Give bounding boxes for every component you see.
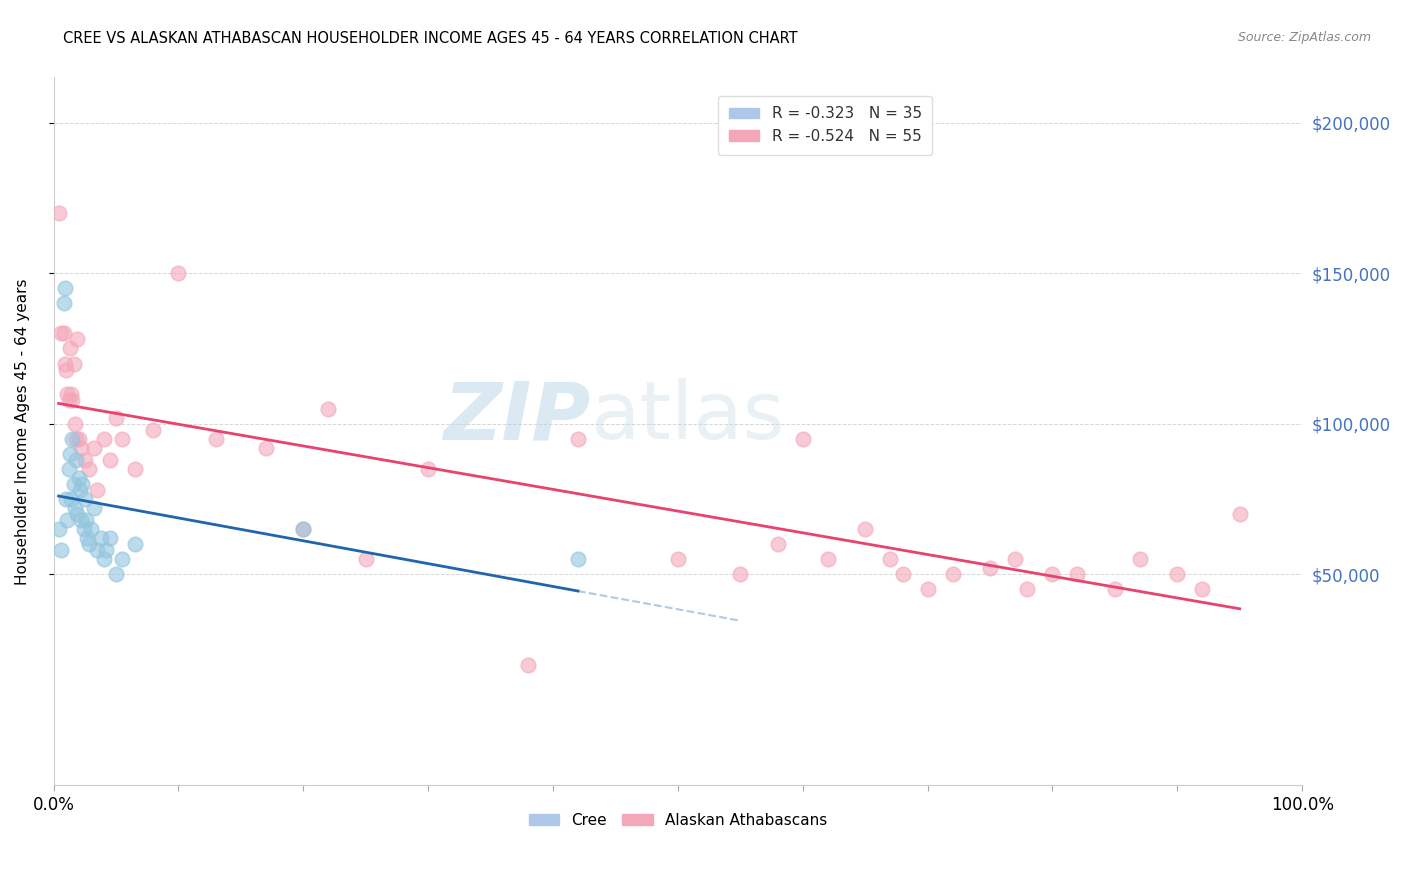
Point xyxy=(60,386,83,401)
Point xyxy=(1004,552,1026,566)
Point xyxy=(567,432,589,446)
Point xyxy=(60,392,83,407)
Point xyxy=(77,537,100,551)
Point xyxy=(63,417,86,431)
Point xyxy=(167,266,190,280)
Text: Source: ZipAtlas.com: Source: ZipAtlas.com xyxy=(1237,31,1371,45)
Point xyxy=(1229,507,1251,521)
Point xyxy=(66,507,89,521)
Point xyxy=(142,423,165,437)
Point xyxy=(56,513,79,527)
Point xyxy=(58,392,80,407)
Point xyxy=(1042,567,1064,582)
Point xyxy=(72,477,94,491)
Point xyxy=(316,401,339,416)
Point xyxy=(124,537,146,551)
Point xyxy=(76,531,98,545)
Point xyxy=(90,531,112,545)
Point xyxy=(53,281,76,295)
Point xyxy=(73,491,96,506)
Point xyxy=(59,447,82,461)
Point xyxy=(254,441,277,455)
Legend: Cree, Alaskan Athabascans: Cree, Alaskan Athabascans xyxy=(523,807,834,834)
Point xyxy=(65,432,87,446)
Point xyxy=(1066,567,1088,582)
Point xyxy=(83,441,105,455)
Text: ZIP: ZIP xyxy=(443,378,591,456)
Point xyxy=(49,543,72,558)
Point xyxy=(55,362,77,376)
Point xyxy=(52,326,75,341)
Point xyxy=(418,462,440,476)
Point xyxy=(979,561,1001,575)
Point xyxy=(124,462,146,476)
Point xyxy=(792,432,814,446)
Point xyxy=(77,462,100,476)
Point xyxy=(1166,567,1188,582)
Text: atlas: atlas xyxy=(591,378,785,456)
Point xyxy=(666,552,689,566)
Point xyxy=(98,453,121,467)
Point xyxy=(69,483,91,497)
Point xyxy=(55,491,77,506)
Point xyxy=(567,552,589,566)
Point xyxy=(65,453,87,467)
Point xyxy=(62,477,84,491)
Point xyxy=(53,357,76,371)
Point xyxy=(83,501,105,516)
Point xyxy=(292,522,315,536)
Point xyxy=(70,513,93,527)
Point xyxy=(517,657,540,672)
Point xyxy=(93,432,115,446)
Point xyxy=(75,513,97,527)
Point xyxy=(354,552,377,566)
Point xyxy=(817,552,839,566)
Point xyxy=(60,491,83,506)
Y-axis label: Householder Income Ages 45 - 64 years: Householder Income Ages 45 - 64 years xyxy=(15,278,30,584)
Point xyxy=(853,522,876,536)
Point xyxy=(73,453,96,467)
Point xyxy=(67,432,90,446)
Point xyxy=(766,537,789,551)
Point xyxy=(1191,582,1213,597)
Point xyxy=(48,522,70,536)
Point xyxy=(66,333,89,347)
Point xyxy=(879,552,901,566)
Point xyxy=(63,501,86,516)
Point xyxy=(62,357,84,371)
Point xyxy=(52,296,75,310)
Point xyxy=(891,567,914,582)
Point xyxy=(70,441,93,455)
Text: CREE VS ALASKAN ATHABASCAN HOUSEHOLDER INCOME AGES 45 - 64 YEARS CORRELATION CHA: CREE VS ALASKAN ATHABASCAN HOUSEHOLDER I… xyxy=(63,31,797,46)
Point xyxy=(58,462,80,476)
Point xyxy=(105,567,128,582)
Point xyxy=(49,326,72,341)
Point xyxy=(72,522,94,536)
Point xyxy=(941,567,963,582)
Point xyxy=(917,582,939,597)
Point xyxy=(86,543,108,558)
Point xyxy=(205,432,228,446)
Point xyxy=(111,552,134,566)
Point xyxy=(59,342,82,356)
Point xyxy=(1017,582,1039,597)
Point xyxy=(80,522,103,536)
Point xyxy=(98,531,121,545)
Point xyxy=(48,206,70,220)
Point xyxy=(1129,552,1152,566)
Point xyxy=(94,543,117,558)
Point xyxy=(111,432,134,446)
Point xyxy=(730,567,752,582)
Point xyxy=(86,483,108,497)
Point xyxy=(105,410,128,425)
Point xyxy=(292,522,315,536)
Point xyxy=(67,471,90,485)
Point xyxy=(1104,582,1126,597)
Point xyxy=(93,552,115,566)
Point xyxy=(56,386,79,401)
Point xyxy=(60,432,83,446)
